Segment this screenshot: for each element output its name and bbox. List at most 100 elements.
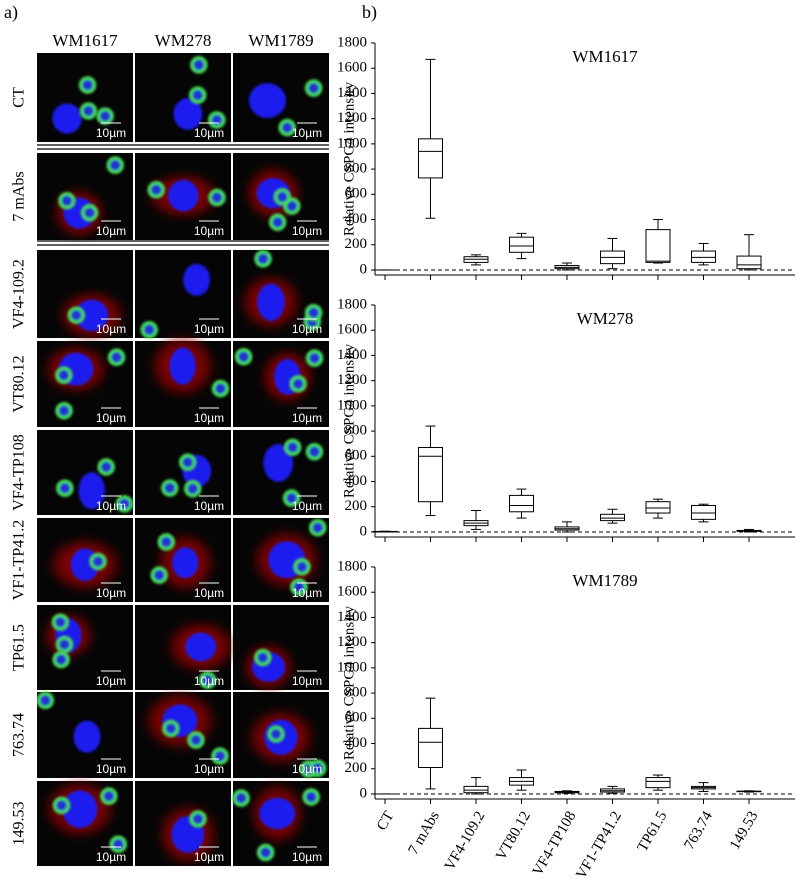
- green-cell: [106, 156, 124, 174]
- scale-bar-label: 10µm: [96, 586, 126, 600]
- micrograph: 10µm: [233, 430, 329, 515]
- green-cell: [234, 347, 253, 366]
- green-cell: [304, 304, 323, 322]
- micrograph: 10µm: [37, 778, 133, 866]
- box: [645, 777, 671, 789]
- y-tick-label: 400: [345, 473, 368, 489]
- row-label: CT: [11, 87, 28, 108]
- box: [509, 494, 534, 513]
- chart-title: WM278: [577, 309, 634, 328]
- green-cell: [278, 118, 296, 137]
- scale-bar-label: 10µm: [194, 499, 224, 513]
- micrograph: 10µm: [135, 605, 238, 690]
- green-cell: [150, 566, 168, 584]
- micrograph: 10µm: [37, 153, 133, 241]
- green-cell: [178, 453, 197, 471]
- scale-bar-label: 10µm: [194, 674, 224, 688]
- scale-bar-label: 10µm: [292, 762, 322, 776]
- y-tick-label: 0: [360, 523, 368, 539]
- green-cell: [52, 796, 71, 815]
- green-cell: [52, 650, 70, 669]
- x-tick-label: CT: [374, 809, 397, 834]
- y-axis-label: Relative CSPG4 intensity: [341, 343, 357, 498]
- green-cell: [140, 320, 158, 339]
- micrograph: 10µm: [135, 153, 231, 240]
- green-cell: [189, 810, 207, 828]
- y-tick-label: 400: [345, 735, 368, 751]
- green-cell: [97, 458, 115, 476]
- row-label: VT80.12: [11, 355, 28, 412]
- green-cell: [147, 181, 165, 199]
- green-cell: [37, 691, 55, 710]
- y-tick-label: 600: [345, 710, 368, 726]
- y-tick-label: 400: [345, 211, 368, 227]
- x-tick-label: VF1-TP41.2: [573, 809, 625, 882]
- y-tick-label: 200: [345, 236, 368, 252]
- green-cell: [107, 348, 126, 367]
- green-cell: [305, 349, 324, 367]
- chart-title: WM1617: [572, 47, 638, 66]
- scale-bar-label: 10µm: [96, 322, 126, 336]
- micrograph: 10µm: [135, 781, 231, 866]
- green-cell: [89, 552, 107, 571]
- y-tick-label: 1800: [337, 558, 367, 574]
- green-cell: [183, 479, 202, 498]
- panel-label: b): [362, 2, 377, 23]
- scale-bar-label: 10µm: [194, 586, 224, 600]
- micrograph: 10µm: [233, 250, 329, 338]
- y-tick-label: 1400: [337, 347, 367, 363]
- green-cell: [290, 578, 308, 596]
- scale-bar-label: 10µm: [96, 499, 126, 513]
- nucleus: [52, 103, 82, 134]
- micrograph: 10µm: [135, 332, 231, 427]
- green-cell: [273, 188, 292, 206]
- scale-bar-label: 10µm: [194, 850, 224, 864]
- green-cell: [55, 366, 73, 384]
- green-cell: [254, 250, 272, 268]
- nucleus: [73, 720, 101, 753]
- scale-bar-label: 10µm: [96, 850, 126, 864]
- row-label: 149.53: [11, 802, 28, 846]
- scale-bar-label: 10µm: [194, 411, 224, 425]
- row-label: VF4-109.2: [11, 259, 28, 329]
- green-cell: [283, 438, 302, 457]
- y-axis-label: Relative CSPG4 intensity: [341, 605, 357, 760]
- green-cell: [308, 518, 327, 537]
- micrograph: 10µm: [37, 250, 133, 342]
- box: [418, 446, 443, 503]
- image-bg: [37, 53, 133, 142]
- x-tick-label: 149.53: [727, 809, 761, 853]
- box: [691, 250, 716, 263]
- y-tick-label: 1200: [337, 110, 367, 126]
- micrograph: 10µm: [135, 430, 231, 515]
- y-tick-label: 600: [345, 448, 368, 464]
- box: [418, 727, 443, 768]
- scale-bar-label: 10µm: [292, 674, 322, 688]
- nucleus: [257, 283, 285, 321]
- micrograph: 10µm: [135, 518, 231, 602]
- box: [736, 255, 762, 270]
- green-cell: [80, 204, 99, 222]
- micrograph: 10µm: [37, 605, 133, 690]
- green-cell: [109, 835, 127, 853]
- column-header: WM1617: [52, 31, 118, 50]
- y-tick-label: 0: [360, 261, 368, 277]
- green-cell: [293, 558, 311, 576]
- y-tick-label: 800: [345, 161, 368, 177]
- row-label: TP61.5: [11, 624, 28, 671]
- scale-bar-label: 10µm: [292, 850, 322, 864]
- y-tick-label: 200: [345, 498, 368, 514]
- nucleus: [263, 444, 294, 482]
- y-tick-label: 1200: [337, 634, 367, 650]
- row-label: VF1-TP41.2: [11, 520, 28, 600]
- column-header: WM278: [155, 31, 212, 50]
- micrograph: 10µm: [37, 518, 133, 602]
- scale-bar-label: 10µm: [292, 411, 322, 425]
- micrograph: 10µm: [37, 341, 133, 427]
- y-tick-label: 1600: [337, 60, 367, 76]
- box: [509, 236, 534, 253]
- scale-bar-label: 10µm: [292, 126, 322, 140]
- micrograph: 10µm: [233, 518, 329, 602]
